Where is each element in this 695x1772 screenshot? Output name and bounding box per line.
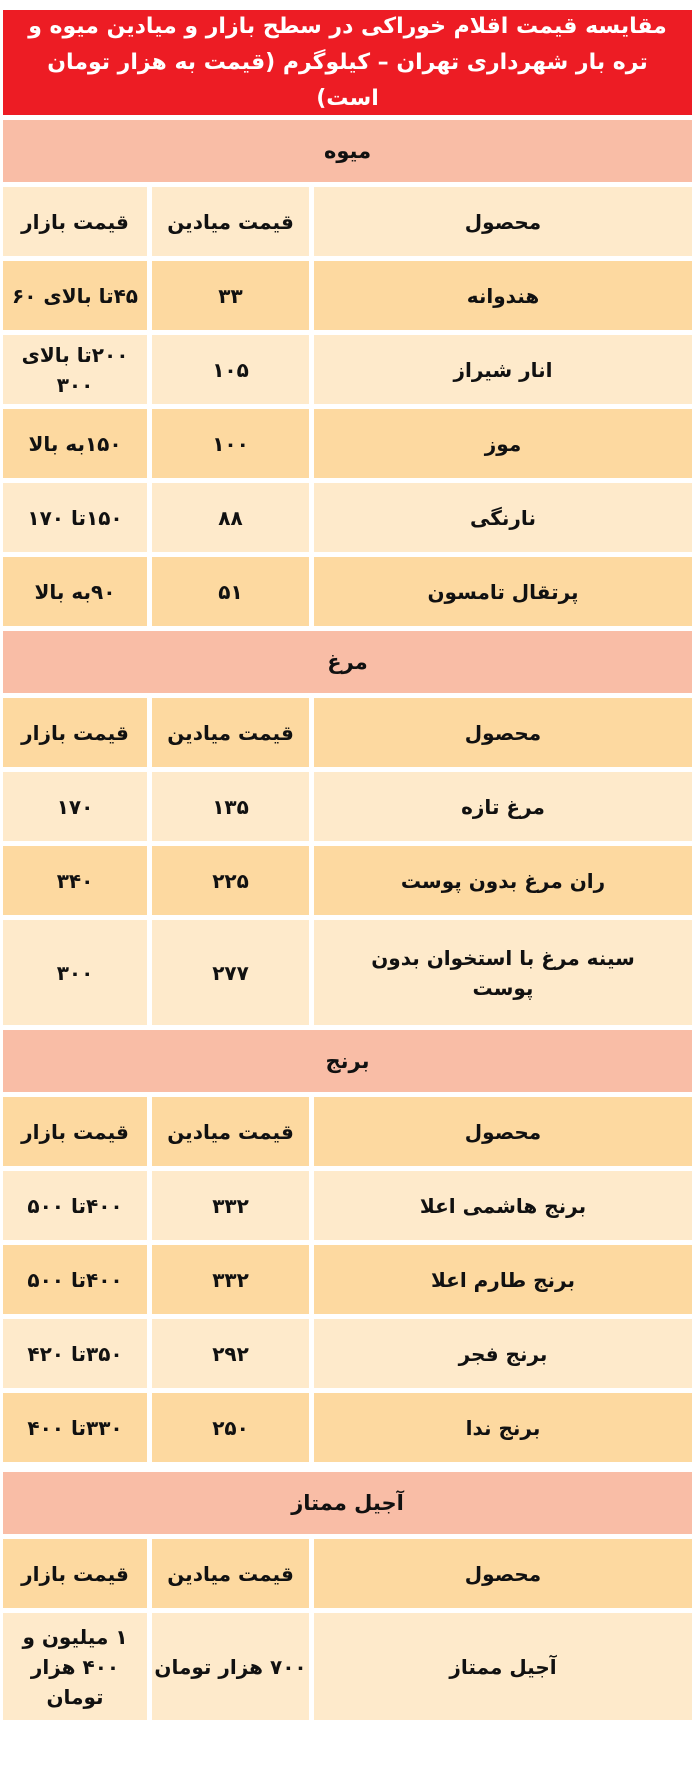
market-price-cell: ۳۰۰ [3,920,147,1025]
field-price-cell: ۲۵۰ [152,1393,309,1462]
product-cell: هندوانه [314,261,692,330]
market-price-cell: ۳۴۰ [3,846,147,915]
market-price-cell: ۳۳۰تا ۴۰۰ [3,1393,147,1462]
field-price-cell: ۳۳۲ [152,1245,309,1314]
field-price-cell: ۲۹۲ [152,1319,309,1388]
product-cell: موز [314,409,692,478]
header-field-price: قیمت میادین [152,1097,309,1166]
field-price-cell: ۲۲۵ [152,846,309,915]
column-header-row: محصول قیمت میادین قیمت بازار [3,698,692,767]
product-cell: مرغ تازه [314,772,692,841]
header-market-price: قیمت بازار [3,698,147,767]
header-product: محصول [314,698,692,767]
table-row: موز ۱۰۰ ۱۵۰به بالا [3,409,692,478]
product-cell: برنج هاشمی اعلا [314,1171,692,1240]
header-market-price: قیمت بازار [3,1097,147,1166]
header-field-price: قیمت میادین [152,698,309,767]
product-cell: نارنگی [314,483,692,552]
table-row: آجیل ممتاز ۷۰۰ هزار تومان ۱ میلیون و ۴۰۰… [3,1613,692,1720]
market-price-cell: ۴۰۰تا ۵۰۰ [3,1171,147,1240]
product-cell: انار شیراز [314,335,692,404]
table-row: سینه مرغ با استخوان بدون پوست ۲۷۷ ۳۰۰ [3,920,692,1025]
field-price-cell: ۱۳۵ [152,772,309,841]
product-cell: برنج طارم اعلا [314,1245,692,1314]
product-cell: آجیل ممتاز [314,1613,692,1720]
field-price-cell: ۷۰۰ هزار تومان [152,1613,309,1720]
field-price-cell: ۳۳ [152,261,309,330]
table-row: ران مرغ بدون پوست ۲۲۵ ۳۴۰ [3,846,692,915]
field-price-cell: ۱۰۵ [152,335,309,404]
table-row: پرتقال تامسون ۵۱ ۹۰به بالا [3,557,692,626]
market-price-cell: ۹۰به بالا [3,557,147,626]
table-row: انار شیراز ۱۰۵ ۲۰۰تا بالای ۳۰۰ [3,335,692,404]
header-product: محصول [314,187,692,256]
table-row: برنج ندا ۲۵۰ ۳۳۰تا ۴۰۰ [3,1393,692,1462]
product-cell: برنج ندا [314,1393,692,1462]
section-header-fruit: میوه [3,120,692,182]
header-product: محصول [314,1097,692,1166]
field-price-cell: ۳۳۲ [152,1171,309,1240]
section-header-chicken: مرغ [3,631,692,693]
table-row: برنج هاشمی اعلا ۳۳۲ ۴۰۰تا ۵۰۰ [3,1171,692,1240]
market-price-cell: ۲۰۰تا بالای ۳۰۰ [3,335,147,404]
product-cell: پرتقال تامسون [314,557,692,626]
header-field-price: قیمت میادین [152,187,309,256]
market-price-cell: ۱ میلیون و ۴۰۰ هزار تومان [3,1613,147,1720]
market-price-cell: ۴۵تا بالای ۶۰ [3,261,147,330]
field-price-cell: ۲۷۷ [152,920,309,1025]
market-price-cell: ۱۵۰تا ۱۷۰ [3,483,147,552]
product-cell: ران مرغ بدون پوست [314,846,692,915]
column-header-row: محصول قیمت میادین قیمت بازار [3,1097,692,1166]
product-cell: برنج فجر [314,1319,692,1388]
table-row: برنج فجر ۲۹۲ ۳۵۰تا ۴۲۰ [3,1319,692,1388]
table-title: مقایسه قیمت اقلام خوراکی در سطح بازار و … [3,10,692,115]
table-row: مرغ تازه ۱۳۵ ۱۷۰ [3,772,692,841]
table-row: برنج طارم اعلا ۳۳۲ ۴۰۰تا ۵۰۰ [3,1245,692,1314]
header-product: محصول [314,1539,692,1608]
column-header-row: محصول قیمت میادین قیمت بازار [3,1539,692,1608]
product-cell: سینه مرغ با استخوان بدون پوست [314,920,692,1025]
table-row: هندوانه ۳۳ ۴۵تا بالای ۶۰ [3,261,692,330]
table-row: نارنگی ۸۸ ۱۵۰تا ۱۷۰ [3,483,692,552]
header-market-price: قیمت بازار [3,1539,147,1608]
market-price-cell: ۱۵۰به بالا [3,409,147,478]
field-price-cell: ۱۰۰ [152,409,309,478]
price-table: مقایسه قیمت اقلام خوراکی در سطح بازار و … [3,10,692,1720]
section-header-nuts: آجیل ممتاز [3,1472,692,1534]
market-price-cell: ۴۰۰تا ۵۰۰ [3,1245,147,1314]
market-price-cell: ۱۷۰ [3,772,147,841]
header-field-price: قیمت میادین [152,1539,309,1608]
field-price-cell: ۸۸ [152,483,309,552]
section-header-rice: برنج [3,1030,692,1092]
field-price-cell: ۵۱ [152,557,309,626]
column-header-row: محصول قیمت میادین قیمت بازار [3,187,692,256]
market-price-cell: ۳۵۰تا ۴۲۰ [3,1319,147,1388]
header-market-price: قیمت بازار [3,187,147,256]
